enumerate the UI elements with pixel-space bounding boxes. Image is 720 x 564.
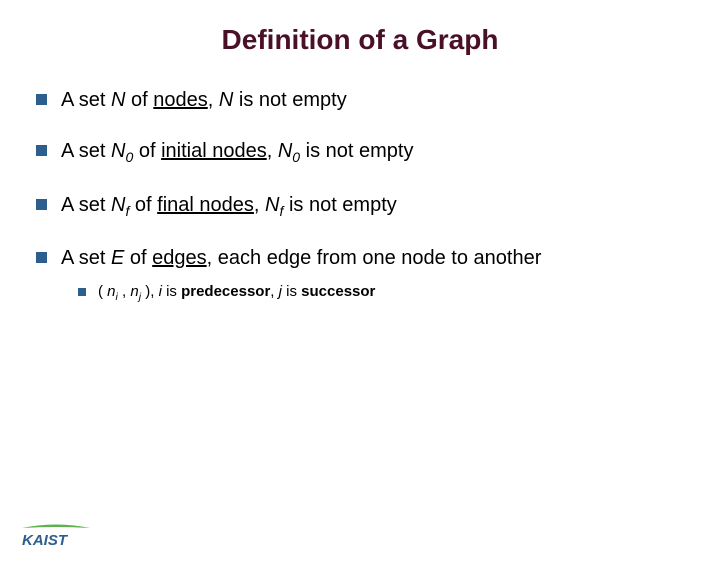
bullet-item: A set N0 of initial nodes, N0 is not emp… <box>36 139 684 167</box>
bullet-item: A set Nf of final nodes, Nf is not empty <box>36 193 684 221</box>
sub-bullet-marker <box>78 288 86 296</box>
sub-bullet-text: ( ni , nj ), i is predecessor, j is succ… <box>98 283 375 303</box>
bullet-marker <box>36 94 47 105</box>
bullet-text: A set Nf of final nodes, Nf is not empty <box>61 193 397 221</box>
bullet-text: A set E of edges, each edge from one nod… <box>61 246 541 271</box>
bullet-marker <box>36 145 47 156</box>
bullet-marker <box>36 252 47 263</box>
slide-title: Definition of a Graph <box>0 24 720 56</box>
svg-text:KAIST: KAIST <box>22 532 69 549</box>
sub-bullet-item: ( ni , nj ), i is predecessor, j is succ… <box>78 283 684 303</box>
bullet-marker <box>36 199 47 210</box>
bullet-text: A set N0 of initial nodes, N0 is not emp… <box>61 139 413 167</box>
bullet-text: A set N of nodes, N is not empty <box>61 88 347 113</box>
slide-content: A set N of nodes, N is not empty A set N… <box>0 88 720 303</box>
bullet-item: A set E of edges, each edge from one nod… <box>36 246 684 271</box>
kaist-logo: KAIST <box>18 524 98 550</box>
bullet-item: A set N of nodes, N is not empty <box>36 88 684 113</box>
